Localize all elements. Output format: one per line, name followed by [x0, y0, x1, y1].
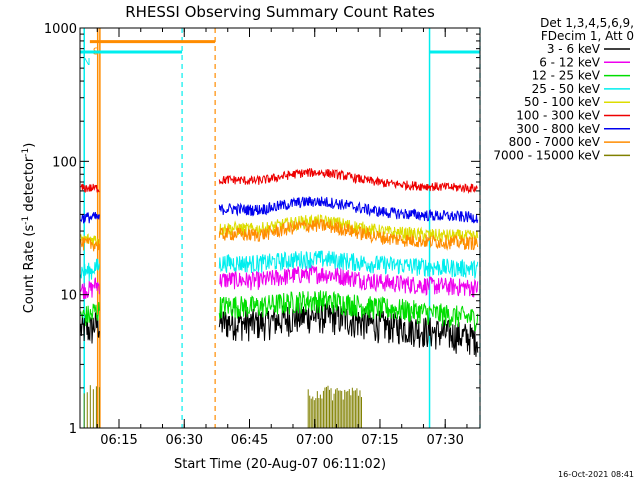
legend-label: 50 - 100 keV — [524, 95, 601, 109]
legend-label: 300 - 800 keV — [516, 122, 600, 136]
y-axis-label-part2: detector — [22, 156, 37, 216]
legend-label: 6 - 12 keV — [539, 55, 601, 69]
y-axis-label-part1: Count Rate (s — [22, 225, 37, 314]
chart-title: RHESSI Observing Summary Count Rates — [125, 3, 435, 21]
x-tick-label: 07:30 — [426, 433, 463, 448]
legend-header-line2: FDecim 1, Att 0 — [541, 29, 634, 43]
legend: Det 1,3,4,5,6,9, FDecim 1, Att 0 3 - 6 k… — [493, 16, 634, 162]
y-axis-label: Count Rate (s-1 detector-1) — [21, 143, 37, 314]
y-axis-label-sup2: -1 — [21, 148, 31, 157]
series-trace-3-6 — [80, 300, 479, 357]
legend-label: 7000 - 15000 keV — [493, 148, 600, 162]
series-trace-300-800 — [80, 196, 479, 224]
legend-label: 12 - 25 keV — [532, 69, 601, 83]
x-tick-label: 07:15 — [361, 433, 398, 448]
x-tick-label: 06:30 — [166, 433, 203, 448]
y-axis-label-part3: ) — [22, 143, 37, 148]
x-tick-label: 06:15 — [100, 433, 137, 448]
flag-label: N — [83, 57, 90, 68]
x-tick-label: 07:00 — [296, 433, 333, 448]
y-tick-label: 1000 — [44, 22, 77, 37]
x-axis-label: Start Time (20-Aug-07 06:11:02) — [174, 457, 386, 472]
legend-label: 3 - 6 keV — [547, 42, 601, 56]
y-axis-label-sup1: -1 — [21, 216, 31, 225]
legend-label: 800 - 7000 keV — [509, 135, 601, 149]
series-trace-25-50 — [80, 250, 479, 282]
series-trace-6-12 — [80, 264, 479, 300]
legend-header-line1: Det 1,3,4,5,6,9, — [540, 16, 634, 30]
y-tick-label: 1 — [69, 422, 77, 437]
generated-timestamp: 16-Oct-2021 08:41 — [558, 470, 634, 479]
legend-label: 25 - 50 keV — [532, 82, 601, 96]
series-trace-7000-15000 — [83, 385, 362, 428]
x-tick-label: 06:45 — [231, 433, 268, 448]
series-trace-800-7000 — [80, 218, 479, 252]
y-axis: 1 10 100 1000 — [44, 22, 480, 437]
legend-label: 100 - 300 keV — [516, 109, 600, 123]
x-axis: 06:15 06:30 06:45 07:00 07:15 07:30 — [96, 28, 468, 448]
series-trace-12-25 — [80, 290, 479, 332]
plot-area: SN — [80, 28, 481, 428]
y-tick-label: 10 — [60, 289, 77, 304]
series-trace-100-300 — [80, 168, 478, 195]
y-tick-label: 100 — [52, 155, 77, 170]
plot-frame — [79, 27, 481, 429]
